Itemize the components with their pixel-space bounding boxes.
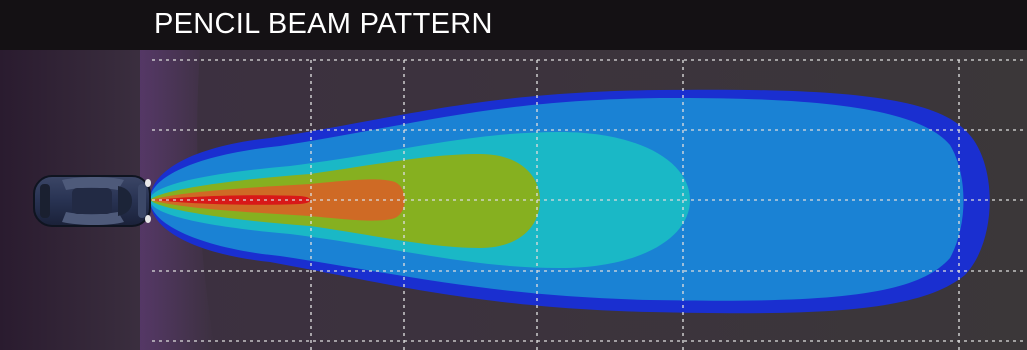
title-bar: PENCIL BEAM PATTERN	[0, 0, 1027, 50]
red-core-zone	[155, 195, 311, 205]
page-title: PENCIL BEAM PATTERN	[154, 8, 493, 40]
grid	[152, 59, 1027, 350]
car-top-view-icon	[33, 175, 151, 227]
